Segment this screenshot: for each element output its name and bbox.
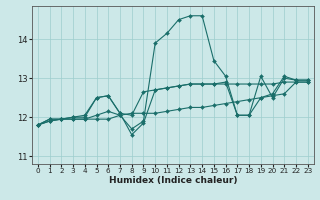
X-axis label: Humidex (Indice chaleur): Humidex (Indice chaleur): [108, 176, 237, 185]
